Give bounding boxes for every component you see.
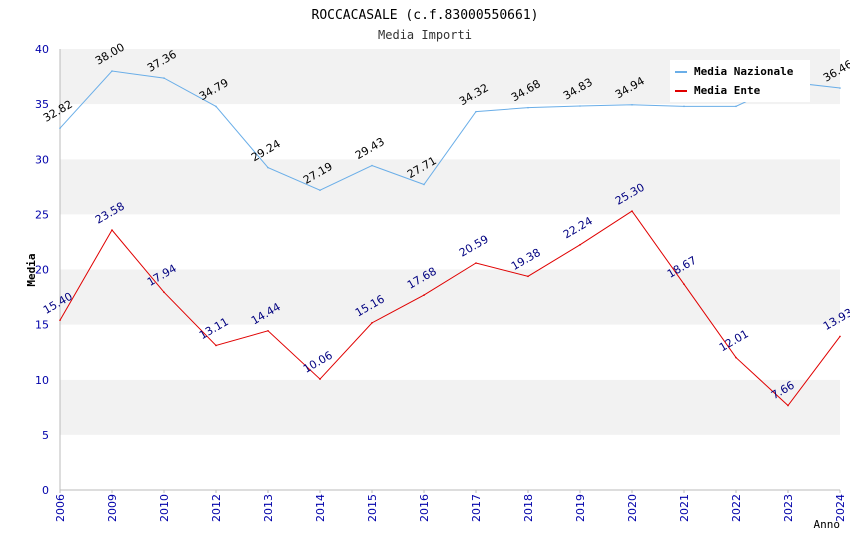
data-point	[215, 105, 217, 108]
legend-label-nazionale: Media Nazionale	[694, 65, 794, 78]
data-point	[423, 294, 425, 296]
data-point	[59, 319, 61, 322]
data-point	[527, 275, 529, 278]
x-tick-label: 2019	[574, 494, 587, 522]
x-tick-label: 2023	[782, 494, 795, 522]
data-point	[267, 166, 269, 169]
x-tick-label: 2017	[470, 494, 483, 522]
data-point	[319, 189, 321, 192]
y-tick-label: 40	[35, 43, 49, 56]
data-point	[683, 105, 685, 108]
grid-band	[60, 104, 840, 160]
data-point	[163, 291, 165, 294]
x-tick-label: 2016	[418, 494, 431, 522]
data-point	[423, 183, 425, 186]
legend-box	[670, 60, 810, 102]
x-axis-label: Anno	[814, 518, 841, 531]
y-tick-label: 20	[35, 264, 49, 277]
data-point	[111, 70, 113, 72]
x-tick-label: 2010	[158, 494, 171, 522]
grid-band	[60, 269, 840, 325]
data-point	[59, 127, 61, 129]
series-lines	[59, 70, 841, 407]
y-tick-label: 35	[35, 98, 49, 111]
x-tick-label: 2020	[626, 494, 639, 522]
x-tick-label: 2022	[730, 494, 743, 522]
data-point	[839, 335, 841, 338]
grid-band	[60, 214, 840, 270]
grid-band	[60, 434, 840, 490]
x-tick-label: 2006	[54, 494, 67, 522]
data-point	[631, 210, 633, 212]
series-line-nazionale	[59, 70, 841, 191]
data-point	[111, 229, 113, 231]
grid-band	[60, 159, 840, 215]
data-point	[215, 344, 217, 347]
grid-band	[60, 324, 840, 380]
axes	[59, 49, 840, 491]
x-tick-label: 2018	[522, 494, 535, 522]
data-point	[631, 103, 633, 106]
data-point	[475, 110, 477, 113]
data-point	[683, 283, 685, 285]
data-point	[163, 77, 165, 79]
y-tick-label: 25	[35, 208, 49, 221]
data-point	[839, 87, 841, 89]
legend: Media Nazionale Media Ente	[670, 60, 810, 102]
chart-title: ROCCACASALE (c.f.83000550661)	[312, 8, 539, 23]
x-tick-label: 2012	[210, 494, 223, 522]
y-axis-label: Media	[25, 253, 38, 286]
x-tick-label: 2024	[834, 494, 847, 522]
data-point	[735, 356, 737, 359]
grid-band	[60, 379, 840, 435]
y-tick-label: 30	[35, 153, 49, 166]
grid-bands	[60, 49, 840, 490]
data-point	[371, 322, 373, 324]
x-tick-labels: 2006 2009 2010 2012 2013 2014 2015 2016 2017 2018…	[54, 490, 847, 522]
data-point	[371, 164, 373, 167]
data-point	[527, 106, 529, 109]
data-point	[475, 262, 477, 264]
x-tick-label: 2013	[262, 494, 275, 522]
data-point	[579, 105, 581, 107]
data-point	[579, 244, 581, 246]
series-line-ente	[59, 210, 841, 407]
y-tick-labels: 0 5 10 15 20 25 30 35 40	[35, 43, 49, 497]
chart-subtitle: Media Importi	[378, 28, 472, 42]
data-point	[735, 105, 737, 108]
y-tick-label: 10	[35, 374, 49, 387]
x-tick-label: 2021	[678, 494, 691, 522]
y-tick-label: 15	[35, 319, 49, 332]
y-tick-label: 0	[42, 484, 49, 497]
x-tick-label: 2015	[366, 494, 379, 522]
legend-label-ente: Media Ente	[694, 84, 761, 97]
data-point	[319, 378, 321, 380]
data-point	[267, 329, 269, 332]
x-tick-label: 2014	[314, 494, 327, 522]
data-point	[787, 404, 789, 407]
y-tick-label: 5	[42, 429, 49, 442]
x-tick-label: 2009	[106, 494, 119, 522]
